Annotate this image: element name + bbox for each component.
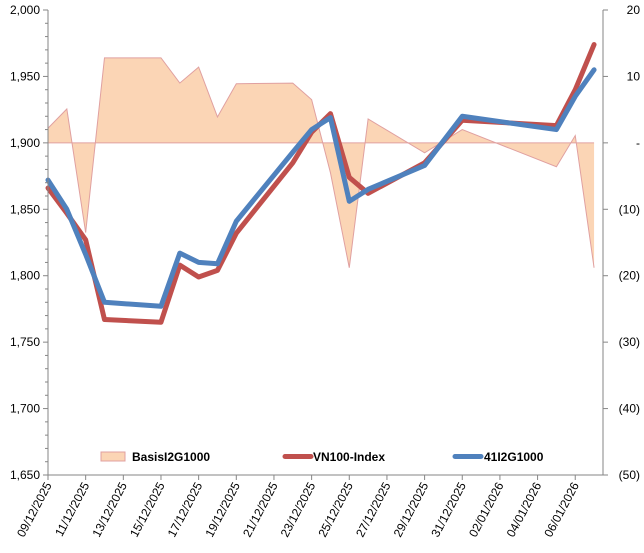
left-axis-tick-label: 1,850 bbox=[10, 202, 40, 216]
right-axis-tick-label: (50) bbox=[619, 468, 640, 482]
x-axis-tick-label: 17/12/2025 bbox=[165, 480, 206, 540]
left-axis-tick-label: 2,000 bbox=[10, 3, 40, 17]
left-axis-tick-label: 1,900 bbox=[10, 136, 40, 150]
legend-label-41i2g1000: 41I2G1000 bbox=[484, 450, 544, 464]
x-axis-tick-label: 04/01/2026 bbox=[504, 480, 545, 540]
x-axis-tick-label: 13/12/2025 bbox=[89, 480, 130, 540]
right-axis-tick-label: - bbox=[636, 136, 640, 150]
x-axis-tick-label: 02/01/2026 bbox=[466, 480, 507, 540]
left-axis-tick-label: 1,950 bbox=[10, 69, 40, 83]
basis-area bbox=[48, 57, 595, 268]
left-axis-tick-label: 1,800 bbox=[10, 269, 40, 283]
x-axis-tick-label: 25/12/2025 bbox=[315, 480, 356, 540]
right-axis-tick-label: (10) bbox=[619, 202, 640, 216]
right-axis-tick-label: 10 bbox=[627, 69, 641, 83]
x-axis-tick-label: 31/12/2025 bbox=[428, 480, 469, 540]
basis-area-layer bbox=[47, 57, 595, 268]
legend-label-vn100: VN100-Index bbox=[313, 450, 385, 464]
x-axis-tick-label: 11/12/2025 bbox=[52, 480, 92, 539]
left-axis-tick-label: 1,700 bbox=[10, 402, 40, 416]
x-axis-tick-label: 09/12/2025 bbox=[14, 480, 55, 540]
x-axis-tick-label: 27/12/2025 bbox=[353, 480, 394, 540]
line-series-layer bbox=[45, 42, 597, 325]
legend-label-basis: BasisI2G1000 bbox=[132, 450, 210, 464]
right-axis-tick-label: (20) bbox=[619, 269, 640, 283]
legend: BasisI2G1000 VN100-Index 41I2G1000 bbox=[100, 450, 544, 464]
x-axis-tick-label: 06/01/2026 bbox=[541, 480, 582, 540]
x-axis-tick-label: 21/12/2025 bbox=[240, 480, 281, 540]
x-axis-tick-label: 19/12/2025 bbox=[202, 480, 243, 540]
right-axis-tick-label: (30) bbox=[619, 335, 640, 349]
x-axis-tick-label: 15/12/2025 bbox=[127, 480, 168, 540]
x-axis-tick-label: 29/12/2025 bbox=[391, 480, 432, 540]
basis-outline bbox=[47, 57, 595, 268]
left-axis-tick-label: 1,750 bbox=[10, 335, 40, 349]
x-axis-tick-label: 23/12/2025 bbox=[278, 480, 319, 540]
right-axis-tick-label: 20 bbox=[627, 3, 641, 17]
right-axis-tick-label: (40) bbox=[619, 402, 640, 416]
legend-swatch-basis bbox=[100, 451, 126, 462]
left-axis-tick-label: 1,650 bbox=[10, 468, 40, 482]
